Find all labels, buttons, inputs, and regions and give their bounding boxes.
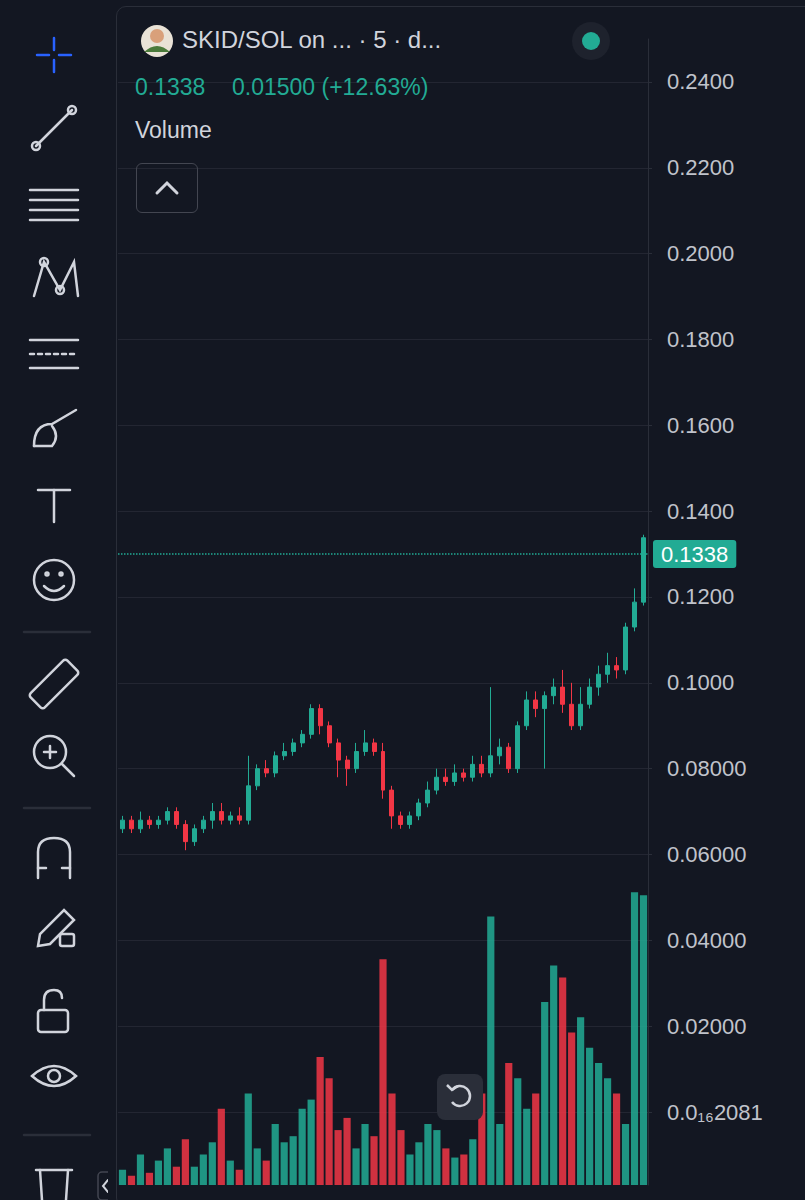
svg-text:0.2200: 0.2200: [667, 155, 734, 180]
html-text:Volume: Volume: [135, 117, 212, 143]
html-text:0.1338: 0.1338: [135, 74, 206, 100]
svg-text:0.1338: 0.1338: [661, 542, 728, 567]
svg-text:0.1000: 0.1000: [667, 670, 734, 695]
svg-text:0.2400: 0.2400: [667, 69, 734, 94]
svg-text:0.1400: 0.1400: [667, 499, 734, 524]
svg-text:0.2000: 0.2000: [667, 241, 734, 266]
html-text:0.01500 (+12.63%): 0.01500 (+12.63%): [232, 74, 429, 100]
svg-text:0.02000: 0.02000: [667, 1014, 747, 1039]
svg-text:0.1800: 0.1800: [667, 327, 734, 352]
html-text:SKID/SOL on ... · 5 · d...: SKID/SOL on ... · 5 · d...: [182, 26, 442, 53]
svg-text:0.0₁₆2081: 0.0₁₆2081: [667, 1100, 763, 1125]
svg-text:0.04000: 0.04000: [667, 928, 747, 953]
svg-text:0.1600: 0.1600: [667, 413, 734, 438]
svg-text:0.06000: 0.06000: [667, 842, 747, 867]
svg-text:0.08000: 0.08000: [667, 756, 747, 781]
svg-text:0.1200: 0.1200: [667, 584, 734, 609]
